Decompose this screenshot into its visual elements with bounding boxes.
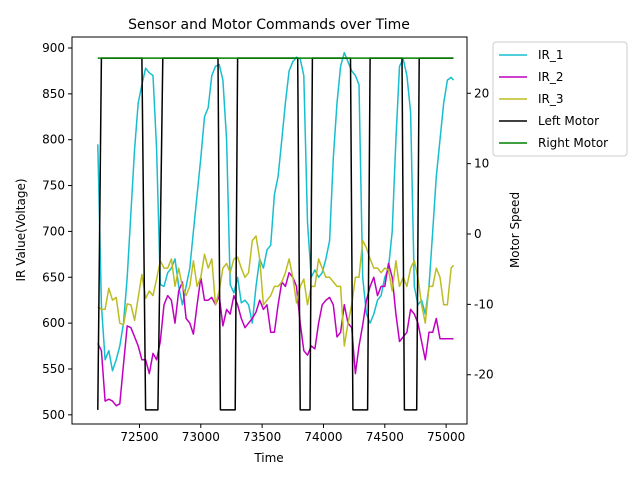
x-tick-label: 74500 (366, 430, 404, 444)
y-left-tick-label: 700 (42, 224, 65, 238)
y-right-tick-label: 0 (474, 227, 482, 241)
x-axis-label: Time (253, 451, 283, 465)
y-axis-left-label: IR Value(Voltage) (14, 178, 28, 281)
y-left-tick-label: 900 (42, 41, 65, 55)
x-tick-label: 75000 (427, 430, 465, 444)
x-tick-label: 73500 (243, 430, 281, 444)
y-axis-right-label: Motor Speed (508, 192, 522, 268)
legend-label: IR_3 (538, 92, 564, 106)
legend: IR_1 IR_2 IR_3 Left Motor Right Motor (492, 41, 628, 157)
x-tick-label: 72500 (120, 430, 158, 444)
legend-label: IR_1 (538, 48, 564, 62)
series-layer (97, 51, 455, 411)
y-left-tick-label: 650 (42, 270, 65, 284)
legend-label: Left Motor (538, 114, 599, 128)
y-right-tick-label: -20 (474, 368, 494, 382)
legend-label: Right Motor (538, 136, 608, 150)
x-axis: 72500 73000 73500 74000 74500 75000 (120, 424, 465, 444)
x-tick-label: 73000 (182, 430, 220, 444)
x-tick-label: 74000 (304, 430, 342, 444)
y-left-tick-label: 600 (42, 316, 65, 330)
y-left-tick-label: 500 (42, 408, 65, 422)
series-line-ir-3 (97, 235, 455, 347)
y-right-tick-label: -10 (474, 297, 494, 311)
chart-title: Sensor and Motor Commands over Time (128, 17, 410, 33)
plot-frame (71, 36, 468, 425)
y-left-tick-label: 550 (42, 362, 65, 376)
y-right-tick-label: 10 (474, 157, 489, 171)
series-line-ir-1 (97, 51, 455, 372)
y-axis-right: -20 -10 0 10 20 (467, 86, 494, 382)
legend-box (492, 41, 628, 157)
y-right-tick-label: 20 (474, 86, 489, 100)
y-left-tick-label: 750 (42, 179, 65, 193)
series-line-left-motor (97, 57, 454, 411)
y-left-tick-label: 800 (42, 133, 65, 147)
y-axis-left: 500 550 600 650 700 750 800 850 900 (42, 41, 72, 422)
legend-label: IR_2 (538, 70, 564, 84)
y-left-tick-label: 850 (42, 87, 65, 101)
series-line-ir-2 (97, 262, 454, 407)
